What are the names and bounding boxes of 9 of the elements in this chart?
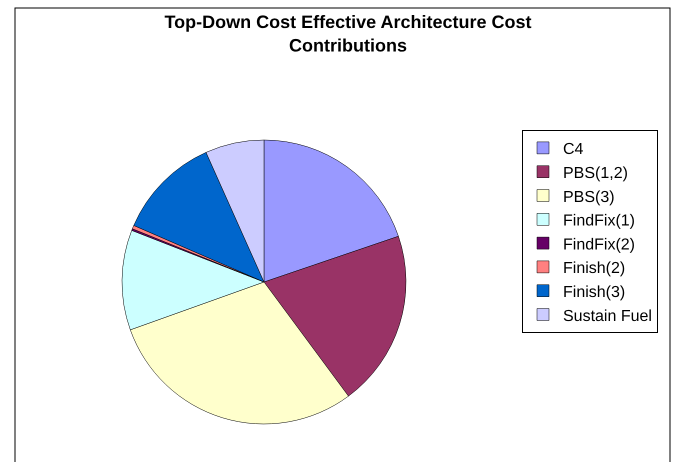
legend-label: Finish(2): [563, 260, 626, 278]
legend-label: Sustain Fuel: [563, 308, 652, 325]
legend-label: FindFix(1): [563, 212, 636, 230]
legend-label: PBS(3): [563, 188, 615, 206]
legend-label: FindFix(2): [563, 236, 636, 254]
legend-label: Finish(3): [563, 284, 626, 301]
legend-label: PBS(1,2): [563, 164, 628, 182]
legend-label: C4: [563, 141, 584, 158]
chart-title: Top-Down Cost Effective Architecture Cost Contributions: [164, 12, 532, 56]
